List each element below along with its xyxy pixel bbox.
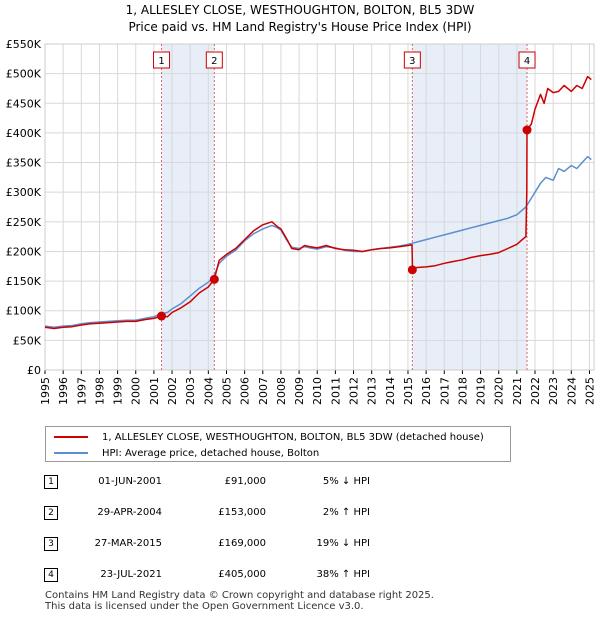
- x-tick-label: 2020: [493, 377, 506, 405]
- footer: Contains HM Land Registry data © Crown c…: [45, 590, 434, 612]
- x-tick-label: 2011: [329, 377, 342, 405]
- x-tick-label: 2004: [202, 377, 215, 405]
- chart-title: 1, ALLESLEY CLOSE, WESTHOUGHTON, BOLTON,…: [126, 3, 475, 17]
- transaction-date: 27-MAR-2015: [94, 538, 162, 549]
- x-tick-label: 2006: [239, 377, 252, 405]
- x-tick-label: 1996: [57, 377, 70, 405]
- transaction-hpi-diff: 19% ↓ HPI: [316, 538, 370, 549]
- y-tick-label: £400K: [6, 127, 42, 140]
- plot-border: [44, 43, 595, 371]
- transaction-row: 2 29-APR-2004 £153,000 2% ↑ HPI: [44, 504, 544, 524]
- x-tick-label: 2010: [311, 377, 324, 405]
- transaction-hpi-diff: 2% ↑ HPI: [322, 507, 370, 518]
- x-tick-label: 2008: [275, 377, 288, 405]
- y-tick-label: £500K: [6, 68, 42, 81]
- x-tick-label: 2018: [456, 377, 469, 405]
- transaction-hpi-diff: 5% ↓ HPI: [322, 476, 370, 487]
- transaction-price: £169,000: [218, 538, 266, 549]
- chart-legend: 1, ALLESLEY CLOSE, WESTHOUGHTON, BOLTON,…: [45, 426, 511, 462]
- y-tick-label: £100K: [6, 305, 42, 318]
- price-chart: 1, ALLESLEY CLOSE, WESTHOUGHTON, BOLTON,…: [6, 3, 597, 405]
- marker-label-box: [205, 51, 223, 69]
- shaded-period: [412, 44, 528, 370]
- y-tick-label: £0: [27, 364, 41, 377]
- x-tick-label: 2021: [511, 377, 524, 405]
- transaction-row: 4 23-JUL-2021 £405,000 38% ↑ HPI: [44, 566, 544, 586]
- x-tick-label: 2012: [348, 377, 361, 405]
- transaction-number: 4: [44, 568, 58, 582]
- shaded-period: [161, 44, 215, 370]
- marker-label: 1: [158, 56, 164, 67]
- transaction-price: £153,000: [218, 507, 266, 518]
- transaction-date: 23-JUL-2021: [100, 569, 162, 580]
- x-tick-label: 1997: [75, 377, 88, 405]
- hpi-line: [44, 155, 592, 329]
- x-tick-label: 2001: [148, 377, 161, 405]
- x-tick-label: 2016: [420, 377, 433, 405]
- y-tick-label: £50K: [13, 334, 42, 347]
- marker-label: 4: [524, 56, 530, 67]
- x-tick-label: 2003: [184, 377, 197, 405]
- marker-label-box: [153, 51, 171, 69]
- transaction-row: 3 27-MAR-2015 £169,000 19% ↓ HPI: [44, 535, 544, 555]
- x-tick-label: 2019: [475, 377, 488, 405]
- sale-point: [407, 265, 417, 275]
- legend-swatch-property: [54, 436, 88, 438]
- transaction-row: 1 01-JUN-2001 £91,000 5% ↓ HPI: [44, 473, 544, 493]
- x-tick-label: 2009: [293, 377, 306, 405]
- footer-license: This data is licensed under the Open Gov…: [45, 601, 364, 612]
- transaction-date: 01-JUN-2001: [98, 476, 162, 487]
- transaction-price: £91,000: [224, 476, 266, 487]
- footer-copyright: Contains HM Land Registry data © Crown c…: [45, 590, 434, 601]
- x-tick-label: 2024: [565, 377, 578, 405]
- y-tick-label: £150K: [6, 275, 42, 288]
- legend-swatch-hpi: [54, 452, 88, 454]
- x-tick-label: 2002: [166, 377, 179, 405]
- transaction-date: 29-APR-2004: [97, 507, 162, 518]
- transaction-number: 3: [44, 537, 58, 551]
- x-tick-label: 2017: [438, 377, 451, 405]
- x-tick-label: 2022: [529, 377, 542, 405]
- y-tick-label: £200K: [6, 245, 42, 258]
- y-tick-label: £350K: [6, 157, 42, 170]
- x-tick-label: 2025: [583, 377, 596, 405]
- transaction-number: 2: [44, 506, 58, 520]
- x-tick-label: 2000: [130, 377, 143, 405]
- marker-label: 2: [211, 56, 217, 67]
- marker-label-box: [518, 51, 536, 69]
- y-tick-label: £450K: [6, 97, 42, 110]
- x-tick-label: 1999: [112, 377, 125, 405]
- x-tick-label: 1998: [93, 377, 106, 405]
- marker-label: 3: [409, 56, 415, 67]
- legend-label-hpi: HPI: Average price, detached house, Bolt…: [102, 447, 320, 459]
- x-tick-label: 2005: [220, 377, 233, 405]
- y-tick-label: £300K: [6, 186, 42, 199]
- legend-item-property: 1, ALLESLEY CLOSE, WESTHOUGHTON, BOLTON,…: [54, 429, 484, 445]
- sale-point: [157, 311, 167, 321]
- x-tick-label: 2015: [402, 377, 415, 405]
- y-tick-label: £550K: [6, 38, 42, 51]
- transaction-number: 1: [44, 475, 58, 489]
- x-tick-label: 2023: [547, 377, 560, 405]
- x-tick-label: 2014: [384, 377, 397, 405]
- x-tick-label: 2007: [257, 377, 270, 405]
- transaction-price: £405,000: [218, 569, 266, 580]
- marker-label-box: [403, 51, 421, 69]
- chart-subtitle: Price paid vs. HM Land Registry's House …: [128, 20, 471, 34]
- sale-point: [209, 274, 219, 284]
- x-tick-label: 1995: [39, 377, 52, 405]
- legend-label-property: 1, ALLESLEY CLOSE, WESTHOUGHTON, BOLTON,…: [102, 431, 484, 443]
- legend-item-hpi: HPI: Average price, detached house, Bolt…: [54, 445, 319, 461]
- y-tick-label: £250K: [6, 216, 42, 229]
- x-tick-label: 2013: [366, 377, 379, 405]
- sale-point: [522, 125, 532, 135]
- transaction-hpi-diff: 38% ↑ HPI: [316, 569, 370, 580]
